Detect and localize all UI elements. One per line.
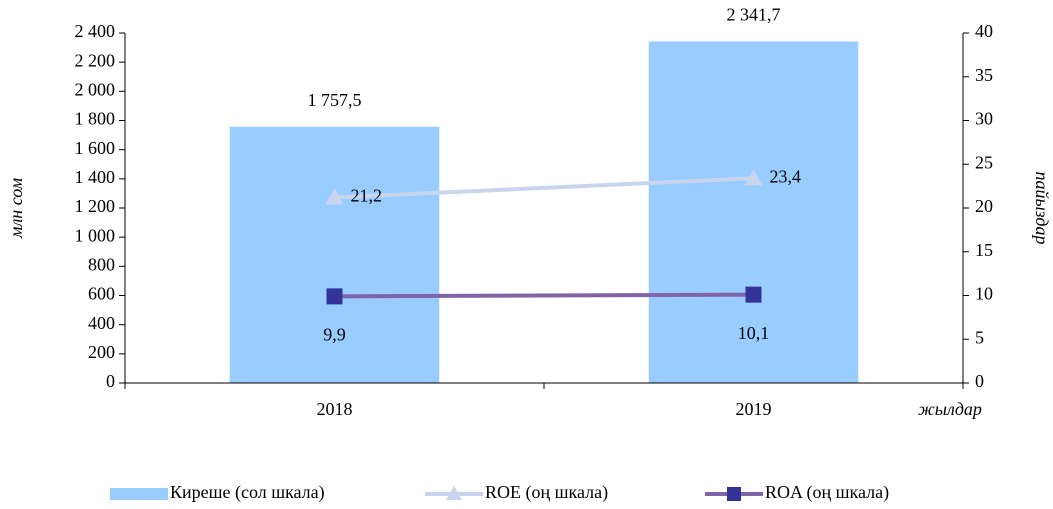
y-tick-label: 600 xyxy=(88,284,115,304)
y-tick-label: 1 600 xyxy=(75,138,116,158)
y-tick-label: 1 400 xyxy=(75,167,116,187)
y-tick-label: 1 800 xyxy=(75,109,116,129)
legend-marker xyxy=(446,486,462,500)
legend-label: ROE (оң шкала) xyxy=(485,482,608,503)
y-tick-label: 1 000 xyxy=(75,225,116,245)
y2-tick-label: 0 xyxy=(975,371,984,391)
marker xyxy=(326,288,343,305)
y2-tick-label: 10 xyxy=(975,284,993,304)
x-axis-label: жылдар xyxy=(918,399,982,419)
x-tick-label: 2019 xyxy=(736,399,772,419)
y-tick-label: 400 xyxy=(88,313,115,333)
marker xyxy=(744,169,763,186)
y-tick-label: 2 000 xyxy=(75,79,116,99)
line xyxy=(334,176,754,200)
y2-tick-label: 30 xyxy=(975,109,993,129)
bar xyxy=(229,126,440,384)
data-label: 10,1 xyxy=(738,323,770,343)
y-tick-label: 800 xyxy=(88,254,115,274)
y-axis-label: млн сом xyxy=(6,177,26,239)
y2-tick-label: 40 xyxy=(975,21,993,41)
y2-tick-label: 20 xyxy=(975,196,993,216)
legend-swatch xyxy=(110,488,168,500)
y-tick-label: 2 400 xyxy=(75,21,116,41)
legend-marker xyxy=(727,487,741,501)
y-tick-label: 1 200 xyxy=(75,196,116,216)
bar xyxy=(648,41,859,384)
line xyxy=(334,292,754,299)
legend-label: ROA (оң шкала) xyxy=(765,482,889,503)
y-tick-label: 200 xyxy=(88,342,115,362)
data-label: 2 341,7 xyxy=(727,5,781,25)
marker xyxy=(325,188,344,205)
y2-tick-label: 35 xyxy=(975,65,993,85)
data-label: 21,2 xyxy=(351,186,383,206)
y-tick-label: 0 xyxy=(106,371,115,391)
y2-tick-label: 25 xyxy=(975,152,993,172)
marker xyxy=(745,286,762,303)
data-label: 9,9 xyxy=(323,325,346,345)
data-label: 23,4 xyxy=(770,166,802,186)
y-tick-label: 2 200 xyxy=(75,50,116,70)
data-label: 1 757,5 xyxy=(308,90,362,110)
legend-label: Киреше (сол шкала) xyxy=(170,482,325,503)
y2-axis-label: пайыздар xyxy=(1032,171,1052,244)
x-tick-label: 2018 xyxy=(317,399,353,419)
y2-tick-label: 15 xyxy=(975,240,993,260)
y2-tick-label: 5 xyxy=(975,327,984,347)
